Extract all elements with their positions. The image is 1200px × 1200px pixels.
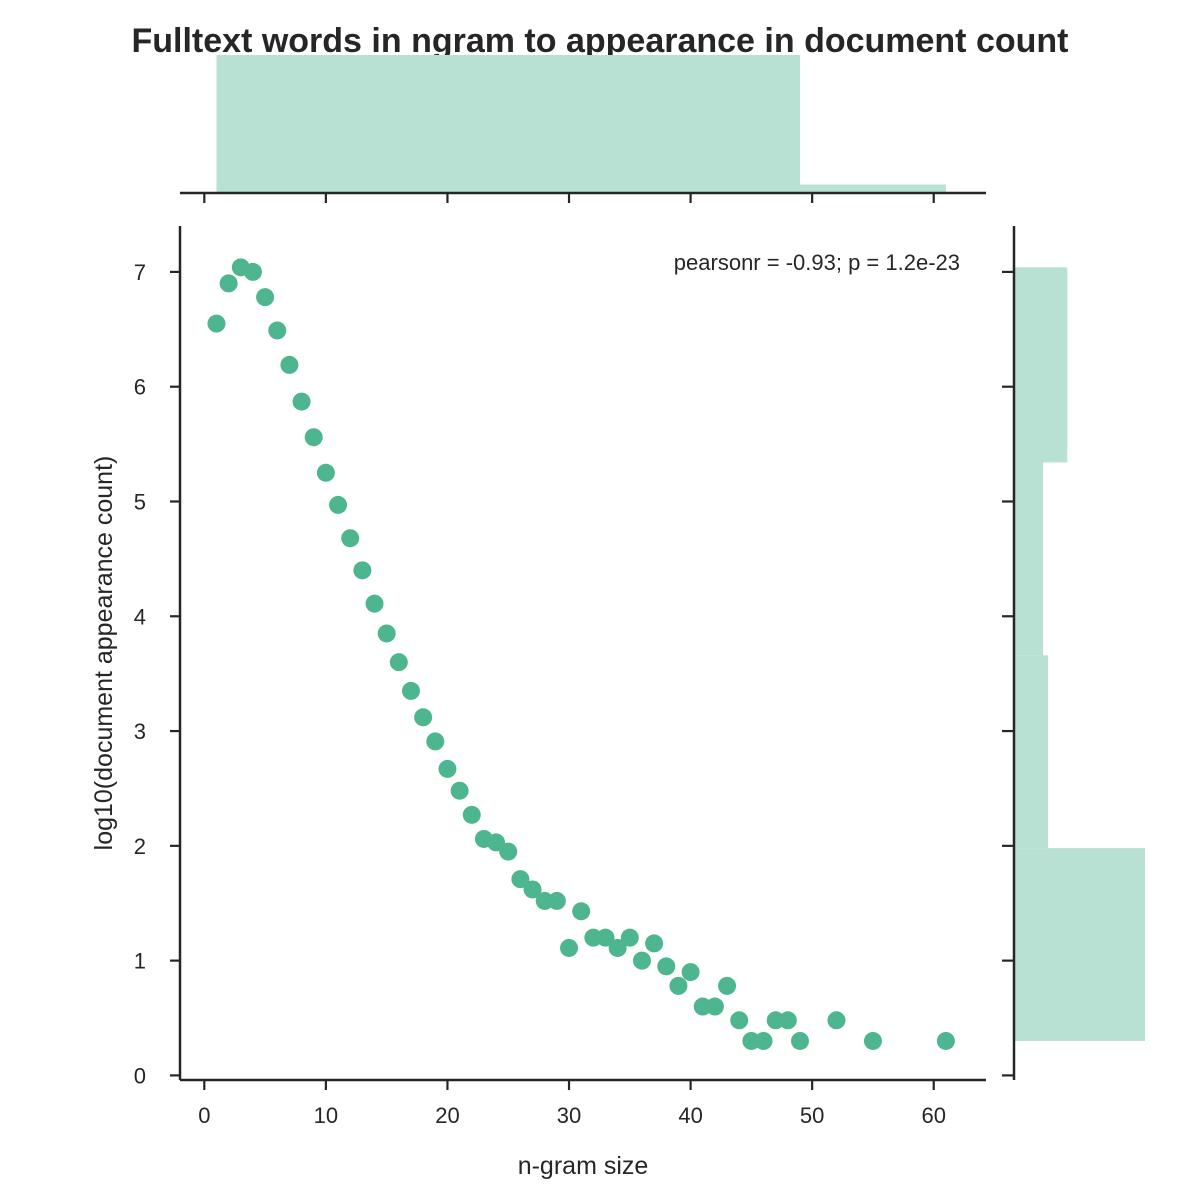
data-point [426, 732, 445, 751]
data-point [353, 561, 372, 580]
y-histogram-bar [1014, 655, 1048, 849]
y-tick-label: 5 [134, 489, 146, 514]
data-point [632, 951, 651, 970]
chart-title: Fulltext words in ngram to appearance in… [132, 22, 1069, 60]
data-point [316, 463, 335, 482]
data-point [365, 594, 384, 613]
data-point [657, 957, 676, 976]
data-point [499, 842, 518, 861]
data-point [462, 805, 481, 824]
data-point [450, 781, 469, 800]
data-point [523, 880, 542, 899]
data-point [268, 321, 287, 340]
y-tick-label: 2 [134, 834, 146, 859]
y-marginal-histogram [1002, 226, 1145, 1080]
data-point [207, 314, 226, 333]
y-tick-label: 7 [134, 260, 146, 285]
x-tick-label: 0 [198, 1103, 210, 1128]
data-point [669, 976, 688, 995]
data-point [863, 1031, 882, 1050]
data-point [645, 934, 664, 953]
y-tick-label: 0 [134, 1063, 146, 1088]
data-point [414, 708, 433, 727]
data-point [341, 529, 360, 548]
x-axis-label: n-gram size [518, 1152, 649, 1180]
data-point [329, 495, 348, 514]
data-point [560, 938, 579, 957]
data-point [778, 1011, 797, 1030]
data-point [718, 976, 737, 995]
y-axis-label: log10(document appearance count) [90, 456, 118, 851]
x-tick-label: 10 [314, 1103, 338, 1128]
data-point [936, 1031, 955, 1050]
data-point [608, 938, 627, 957]
x-tick-label: 60 [921, 1103, 945, 1128]
x-histogram-bar [216, 55, 800, 193]
data-point [401, 681, 420, 700]
y-axis-ticks: 0 1 2 3 4 5 6 7 [134, 260, 180, 1088]
x-tick-label: 40 [678, 1103, 702, 1128]
data-point [827, 1011, 846, 1030]
data-point [547, 891, 566, 910]
x-tick-label: 50 [800, 1103, 824, 1128]
data-point [292, 392, 311, 411]
x-tick-label: 30 [557, 1103, 581, 1128]
data-point [730, 1011, 749, 1030]
data-point [596, 928, 615, 947]
data-point [438, 759, 457, 778]
data-point [256, 288, 275, 307]
data-point [243, 262, 262, 281]
data-point [791, 1031, 809, 1050]
y-tick-label: 1 [134, 949, 146, 974]
data-point [389, 653, 408, 672]
pearson-annotation: pearsonr = -0.93; p = 1.2e-23 [674, 250, 960, 275]
y-histogram-bar [1014, 267, 1068, 463]
x-marginal-histogram [180, 55, 986, 203]
data-point [280, 355, 299, 374]
x-tick-label: 20 [435, 1103, 459, 1128]
data-point [754, 1031, 773, 1050]
x-histogram-bar [800, 184, 946, 193]
y-tick-label: 6 [134, 375, 146, 400]
data-point [572, 902, 591, 921]
y-tick-label: 3 [134, 719, 146, 744]
data-point [705, 997, 724, 1016]
data-point [377, 624, 396, 643]
data-point [620, 928, 639, 947]
x-axis-ticks: 0 10 20 30 40 50 60 [198, 1080, 946, 1128]
data-point [304, 428, 323, 447]
y-tick-label: 4 [134, 604, 146, 629]
data-point [219, 274, 238, 293]
scatter-axes: 0 10 20 30 40 50 60 0 1 2 3 4 5 6 7 [134, 226, 986, 1128]
y-histogram-bar [1014, 848, 1145, 1041]
data-point [511, 870, 530, 889]
scatter-points [207, 258, 955, 1050]
data-point [681, 963, 700, 982]
y-histogram-bar [1014, 462, 1044, 656]
